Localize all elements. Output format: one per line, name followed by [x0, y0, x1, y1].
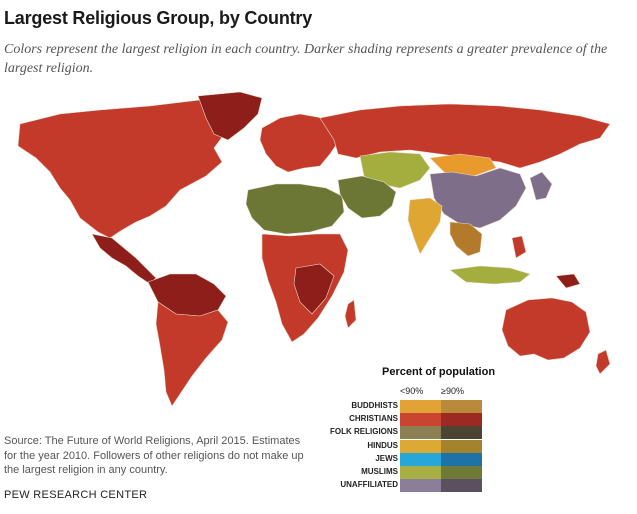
region-south-america-south[interactable] — [155, 301, 229, 407]
region-indonesia[interactable] — [449, 265, 531, 285]
legend-label: MUSLIMS — [361, 467, 398, 476]
legend-swatch-high — [441, 452, 482, 466]
region-australia[interactable] — [501, 297, 591, 361]
legend-swatch-low — [400, 439, 441, 453]
legend-row: FOLK RELIGIONS — [330, 426, 510, 440]
region-india[interactable] — [407, 197, 443, 255]
legend-swatch-low — [400, 466, 441, 479]
region-new-zealand[interactable] — [595, 349, 611, 375]
legend-swatch-high — [441, 400, 482, 413]
legend-swatch-low — [400, 452, 441, 466]
legend-title: Percent of population — [382, 366, 496, 378]
legend-swatch-low — [400, 479, 441, 493]
legend-row: JEWS — [330, 452, 510, 466]
legend-col-high: ≥90% — [441, 386, 464, 396]
region-china[interactable] — [429, 167, 527, 229]
legend-swatch-low — [400, 400, 441, 413]
legend-label: UNAFFILIATED — [340, 480, 398, 490]
world-map — [0, 88, 637, 408]
legend-label: BUDDHISTS — [351, 401, 398, 410]
region-southeast-asia[interactable] — [449, 221, 483, 257]
region-europe[interactable] — [259, 113, 339, 173]
region-png[interactable] — [555, 273, 581, 289]
legend-label: CHRISTIANS — [349, 414, 398, 424]
legend-swatch-high — [441, 439, 482, 453]
source-note: Source: The Future of World Religions, A… — [4, 435, 304, 476]
legend-row: MUSLIMS — [330, 466, 510, 479]
legend-label: FOLK RELIGIONS — [330, 427, 398, 437]
legend-row: HINDUS — [330, 439, 510, 453]
region-southern-africa[interactable] — [293, 263, 335, 315]
region-north-africa[interactable] — [245, 183, 345, 235]
region-philippines[interactable] — [511, 235, 527, 259]
legend-swatch-high — [441, 426, 482, 440]
legend-swatch-low — [400, 426, 441, 440]
legend-swatch-high — [441, 413, 482, 427]
legend-row: BUDDHISTS — [330, 400, 510, 413]
region-greenland[interactable] — [197, 91, 263, 141]
legend-col-low: <90% — [400, 386, 424, 396]
page-title: Largest Religious Group, by Country — [4, 8, 313, 28]
world-map-svg — [17, 91, 611, 407]
legend-row: CHRISTIANS — [330, 413, 510, 427]
region-japan[interactable] — [529, 171, 553, 201]
legend-label: HINDUS — [367, 440, 398, 450]
legend-swatch-high — [441, 479, 482, 493]
region-madagascar[interactable] — [344, 299, 357, 329]
legend-row: UNAFFILIATED — [330, 479, 510, 493]
organization-name: PEW RESEARCH CENTER — [4, 489, 148, 501]
region-middle-east[interactable] — [337, 175, 397, 219]
subtitle: Colors represent the largest religion in… — [4, 42, 608, 76]
legend-swatch-low — [400, 413, 441, 427]
legend-swatch-high — [441, 466, 482, 479]
legend-label: JEWS — [375, 453, 398, 463]
region-central-america[interactable] — [91, 233, 157, 285]
